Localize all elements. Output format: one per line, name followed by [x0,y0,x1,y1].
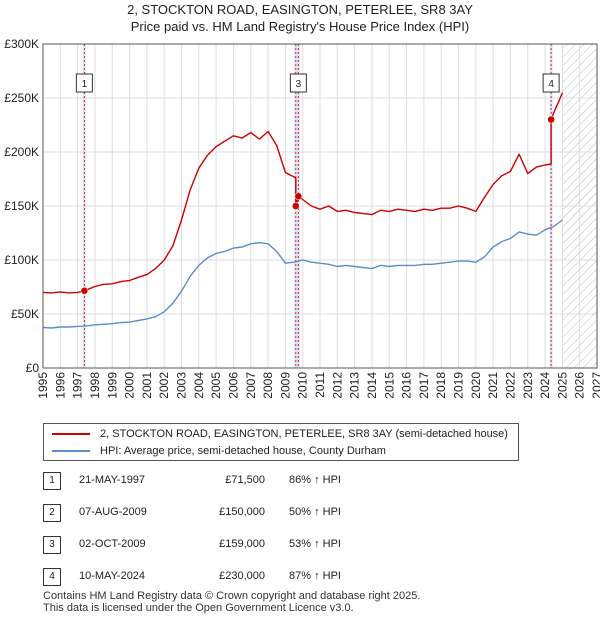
transaction-number-badge: 4 [43,568,61,586]
property-price-line [42,92,564,294]
transaction-number-badge: 3 [43,536,61,554]
transaction-hpi-change: 53% ↑ HPI [289,538,341,550]
x-tick-label: 2008 [261,372,275,399]
table-row: 3 02-OCT-2009 £159,000 53% ↑ HPI [43,536,443,556]
x-tick-label: 2005 [209,372,223,399]
transaction-hpi-change: 86% ↑ HPI [289,474,341,486]
transaction-number-badge: 2 [43,504,61,522]
transaction-price: £230,000 [219,570,265,582]
y-tick-label: £100K [4,253,39,267]
transaction-hpi-change: 87% ↑ HPI [289,570,341,582]
legend-swatch-property [52,433,90,435]
x-tick-label: 2003 [175,372,189,399]
sale-point [294,192,303,201]
y-tick-label: £250K [4,91,39,105]
x-tick-label: 2024 [538,372,552,399]
transaction-price: £150,000 [219,506,265,518]
hpi-line [42,219,563,329]
x-tick-label: 2015 [382,372,396,399]
plot-frame [42,43,598,369]
table-row: 2 07-AUG-2009 £150,000 50% ↑ HPI [43,504,443,524]
transaction-hpi-change: 50% ↑ HPI [289,506,341,518]
y-tick-label: £300K [4,37,39,51]
x-tick-label: 2010 [296,372,310,399]
sale-marker-box [75,73,93,93]
sale-point [547,115,555,124]
y-tick-label: £150K [4,199,39,213]
x-tick-label: 2006 [226,372,240,399]
x-tick-label: 1997 [71,372,85,399]
chart-legend: 2, STOCKTON ROAD, EASINGTON, PETERLEE, S… [43,423,519,461]
x-tick-label: 2002 [157,372,171,399]
x-tick-label: 1996 [53,372,67,399]
transaction-date: 21-MAY-1997 [79,474,146,486]
chart-subtitle: Price paid vs. HM Land Registry's House … [130,19,470,34]
sale-marker-label: 4 [548,79,554,90]
legend-label-hpi: HPI: Average price, semi-detached house,… [100,445,386,457]
table-row: 1 21-MAY-1997 £71,500 86% ↑ HPI [43,472,443,492]
x-tick-label: 2000 [123,372,137,399]
x-tick-label: 2014 [365,372,379,399]
x-tick-label: 2016 [400,372,414,399]
transaction-price: £71,500 [225,474,265,486]
x-tick-label: 2022 [503,372,517,399]
transaction-date: 07-AUG-2009 [79,506,147,518]
legend-label-property: 2, STOCKTON ROAD, EASINGTON, PETERLEE, S… [100,428,508,440]
x-tick-label: 2018 [434,372,448,399]
transaction-date: 10-MAY-2024 [79,570,146,582]
x-tick-label: 2017 [417,372,431,399]
sale-marker-box [542,73,560,93]
table-row: 4 10-MAY-2024 £230,000 87% ↑ HPI [43,568,443,588]
x-tick-label: 2027 [590,372,600,399]
sale-marker-box [289,73,307,93]
x-tick-label: 2023 [521,372,535,399]
x-tick-label: 2004 [192,372,206,399]
x-tick-label: 2001 [140,372,154,399]
sale-marker-label: 3 [296,79,302,90]
x-tick-label: 2021 [486,372,500,399]
legend-item-hpi: HPI: Average price, semi-detached house,… [52,443,386,459]
sale-point [80,287,89,295]
x-tick-label: 2012 [330,372,344,399]
sale-marker-label: 1 [82,79,88,90]
legend-swatch-hpi [52,450,90,452]
legend-item-property: 2, STOCKTON ROAD, EASINGTON, PETERLEE, S… [52,426,508,442]
y-tick-label: £50K [11,307,39,321]
x-tick-label: 1999 [105,372,119,399]
transaction-number-badge: 1 [43,472,61,490]
x-tick-label: 1995 [36,372,50,399]
footer-copyright: Contains HM Land Registry data © Crown c… [43,590,421,602]
x-tick-label: 2026 [573,372,587,399]
transaction-price: £159,000 [219,538,265,550]
footer-licence: This data is licensed under the Open Gov… [43,602,354,614]
y-tick-label: £200K [4,145,39,159]
x-tick-label: 2009 [278,372,292,399]
sale-point [292,202,300,210]
transaction-date: 02-OCT-2009 [79,538,146,550]
x-tick-label: 2020 [469,372,483,399]
x-tick-label: 2019 [452,372,466,399]
x-tick-label: 2013 [348,372,362,399]
x-tick-label: 2007 [244,372,258,399]
chart-title-address: 2, STOCKTON ROAD, EASINGTON, PETERLEE, S… [127,2,473,17]
x-tick-label: 2025 [555,372,569,399]
y-tick-label: £0 [26,361,40,375]
x-tick-label: 2011 [313,372,327,398]
x-tick-label: 1998 [88,372,102,399]
